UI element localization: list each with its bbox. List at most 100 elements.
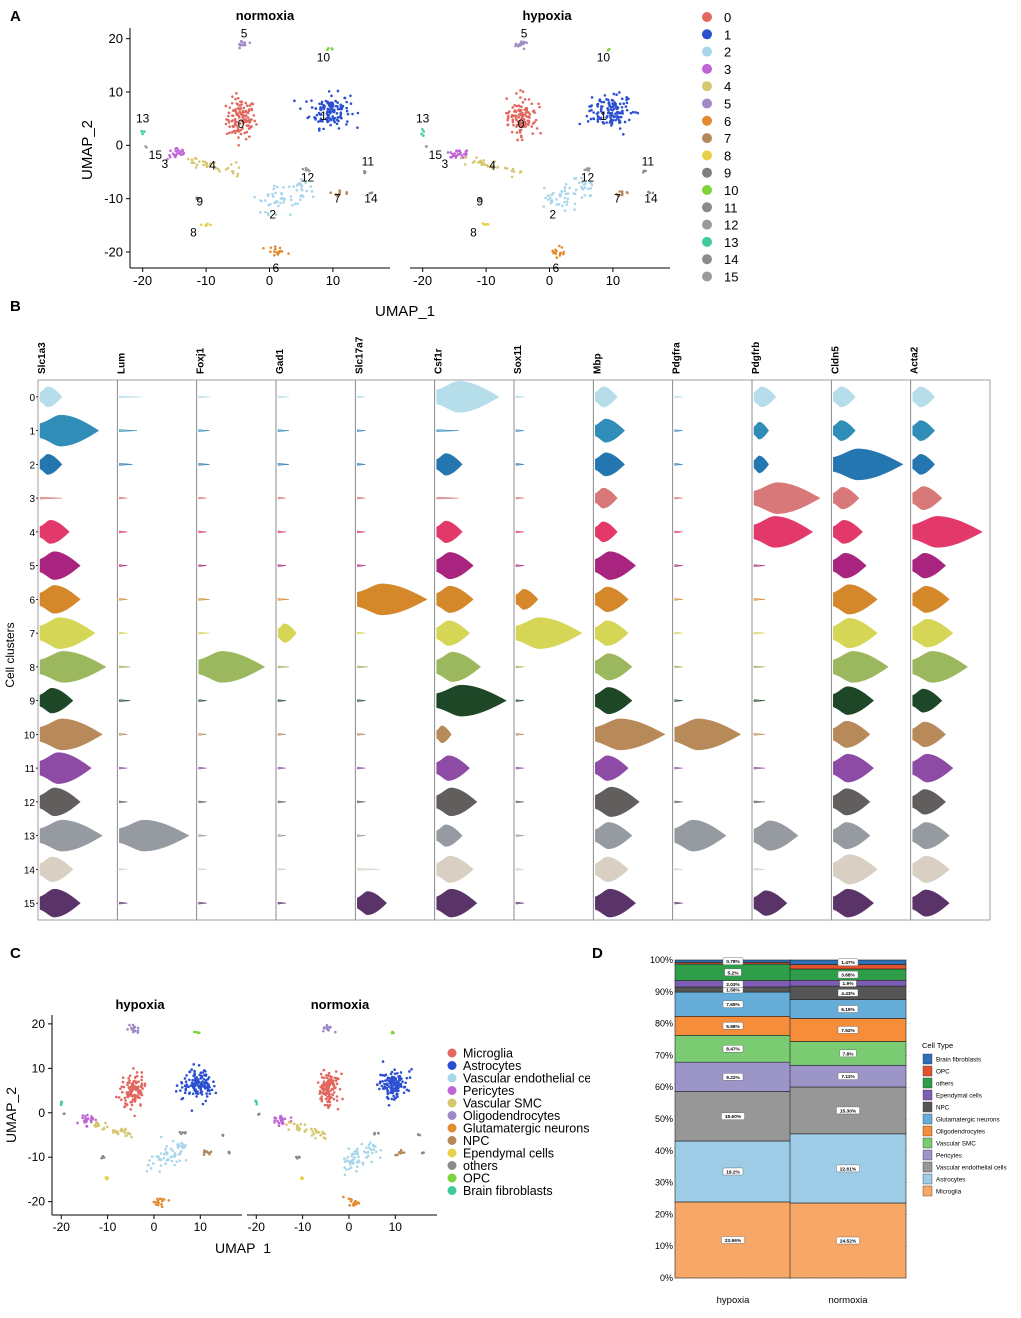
point — [355, 1165, 359, 1168]
violin-mark — [912, 855, 950, 883]
point — [175, 1160, 178, 1164]
point — [210, 1088, 214, 1092]
legend-label: Pericytes — [936, 1153, 962, 1160]
y-tick-label: 30% — [655, 1178, 673, 1188]
point — [140, 1075, 144, 1079]
cluster-label: 7 — [614, 192, 621, 206]
point — [636, 111, 640, 115]
bar-data-label-box — [721, 1112, 745, 1120]
point — [393, 1068, 396, 1072]
x-tick-label: 0 — [151, 1220, 158, 1234]
point — [400, 1085, 403, 1088]
violin-mark — [357, 530, 366, 534]
violin-mark — [277, 699, 287, 702]
point — [321, 106, 325, 109]
point — [625, 98, 628, 102]
violin-mark — [515, 589, 539, 610]
violin-mark — [833, 519, 864, 544]
point — [381, 1060, 385, 1063]
point — [276, 253, 280, 256]
point — [230, 101, 234, 105]
violin-mark — [436, 855, 474, 883]
point — [512, 170, 516, 173]
violin-mark — [833, 788, 871, 816]
point — [320, 1076, 324, 1079]
point — [544, 196, 547, 200]
bar-data-label-box — [839, 1049, 857, 1058]
bar-normoxia: 24.52% 22.61% 15.30% 7.11% 7.8% 7.52% 6.15% 4.4… — [789, 958, 907, 1279]
point — [551, 191, 555, 195]
violin-column-Slc1a3: Slc1a3 — [37, 342, 118, 921]
cluster-4-points: 4 — [459, 156, 523, 179]
bar-data-label: 23.96% — [725, 1238, 742, 1244]
point — [564, 192, 568, 196]
violin-mark — [357, 699, 366, 702]
bar-data-label-box — [722, 1167, 744, 1176]
legend-key — [922, 1185, 933, 1197]
point — [275, 200, 279, 204]
point — [194, 157, 198, 161]
violin-mark — [39, 519, 70, 544]
point — [194, 1078, 197, 1082]
point — [618, 119, 622, 123]
point — [183, 1091, 187, 1095]
point — [346, 1155, 350, 1159]
point — [486, 223, 490, 226]
violin-column-frame — [513, 379, 594, 921]
point — [334, 1030, 337, 1034]
cluster-row-label: 3 — [29, 494, 35, 505]
point — [422, 130, 426, 133]
violin-mark — [912, 753, 954, 783]
point — [525, 41, 528, 45]
violin-mark — [674, 665, 683, 669]
bar-data-label: 15.60% — [725, 1114, 742, 1120]
point — [60, 1100, 64, 1104]
legend-label: Vascular endothelial cells — [463, 1072, 590, 1086]
violin-mark — [39, 819, 103, 852]
cluster-5-points: 5 — [514, 26, 528, 51]
violin-mark — [833, 487, 860, 510]
cluster-label: 5 — [241, 26, 248, 40]
cluster-14-points — [227, 1150, 231, 1155]
point — [179, 1149, 183, 1153]
cluster-1-points — [375, 1060, 413, 1107]
point — [97, 1124, 101, 1128]
violin-mark — [277, 530, 287, 534]
point — [144, 145, 147, 148]
point — [399, 1148, 403, 1152]
point — [319, 1085, 322, 1089]
cluster-label: 10 — [597, 50, 611, 64]
point — [618, 91, 621, 94]
point — [287, 185, 291, 189]
point — [264, 210, 267, 214]
point — [254, 1099, 257, 1103]
point — [194, 1081, 197, 1084]
point — [195, 1095, 198, 1098]
point — [205, 1092, 208, 1095]
legend-label: NPC — [936, 1105, 950, 1112]
point — [94, 1118, 97, 1122]
point — [241, 109, 245, 113]
x-tick-label: hypoxia — [717, 1295, 750, 1306]
point — [402, 1086, 406, 1089]
point — [557, 202, 561, 206]
point — [527, 115, 530, 119]
point — [339, 114, 342, 117]
violin-mark — [119, 868, 128, 871]
point — [148, 1159, 151, 1162]
point — [341, 1097, 344, 1101]
point — [192, 1082, 195, 1086]
point — [322, 127, 325, 131]
point — [183, 1084, 187, 1088]
point — [124, 1099, 127, 1102]
point — [197, 1064, 201, 1067]
legend-label: 7 — [724, 131, 731, 146]
legend-label: Pericytes — [463, 1084, 514, 1098]
legend-label: others — [936, 1081, 954, 1088]
point — [620, 97, 624, 101]
point — [123, 1105, 126, 1109]
point — [86, 1113, 89, 1117]
cluster-7-points: 7 — [329, 189, 348, 206]
point — [326, 1091, 329, 1094]
point — [589, 186, 592, 190]
